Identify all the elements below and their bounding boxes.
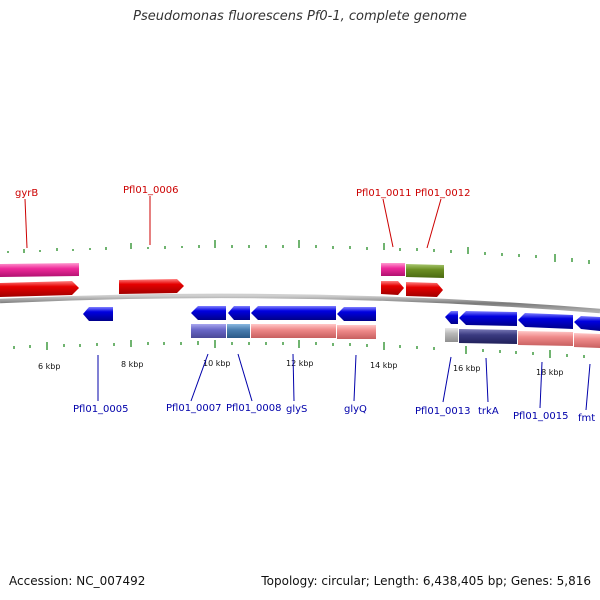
label-pfl01-0015[interactable]: Pfl01_0015 [513, 411, 569, 422]
gene-pfl01-0015[interactable] [518, 313, 573, 329]
label-glys[interactable]: glyS [286, 404, 307, 415]
leader-pfl01-0012 [426, 198, 442, 249]
gene-pfl01-0015-cog[interactable] [518, 331, 573, 346]
gene-pfl01-0012-cog[interactable] [406, 264, 444, 278]
genome-backbone [0, 293, 600, 314]
inner-tick-marks [13, 340, 585, 358]
scale-label-10kbp: 10 kbp [203, 359, 231, 368]
gene-pfl01-0007[interactable] [191, 306, 226, 320]
label-pfl01-0013[interactable]: Pfl01_0013 [415, 406, 471, 417]
gene-trka[interactable] [459, 311, 517, 326]
label-fmt[interactable]: fmt [578, 413, 595, 424]
outer-tick-marks [7, 240, 590, 264]
label-pfl01-0008[interactable]: Pfl01_0008 [226, 403, 282, 414]
gene-pfl01-0008-cog[interactable] [227, 324, 250, 338]
scale-label-18kbp: 18 kbp [536, 368, 564, 377]
scale-label-8kbp: 8 kbp [121, 360, 143, 369]
label-gyrb[interactable]: gyrB [15, 188, 38, 199]
label-pfl01-0012[interactable]: Pfl01_0012 [415, 188, 471, 199]
gene-glys[interactable] [251, 306, 336, 320]
gene-pfl01-0005[interactable] [83, 307, 113, 321]
label-pfl01-0005[interactable]: Pfl01_0005 [73, 404, 129, 415]
leader-trka [485, 357, 489, 403]
scale-label-16kbp: 16 kbp [453, 364, 481, 373]
label-pfl01-0011[interactable]: Pfl01_0011 [356, 188, 412, 199]
gene-pfl01-0006[interactable] [119, 279, 184, 294]
gene-pfl01-0012[interactable] [406, 282, 443, 297]
scale-label-6kbp: 6 kbp [38, 362, 60, 371]
page-title: Pseudomonas fluorescens Pf0-1, complete … [133, 9, 467, 24]
leader-gyrb [24, 198, 28, 249]
gene-trka-cog[interactable] [459, 329, 517, 344]
gene-pfl01-0011[interactable] [381, 281, 404, 295]
scale-label-14kbp: 14 kbp [370, 361, 398, 370]
label-pfl01-0007[interactable]: Pfl01_0007 [166, 403, 222, 414]
leader-pfl01-0008 [237, 353, 253, 402]
gene-pfl01-0013-cog[interactable] [445, 328, 458, 342]
leader-fmt [585, 363, 591, 411]
gene-pfl01-0013[interactable] [445, 311, 458, 324]
accession-text: Accession: NC_007492 [9, 574, 146, 588]
label-pfl01-0006[interactable]: Pfl01_0006 [123, 185, 179, 196]
leader-pfl01-0015 [539, 361, 543, 409]
gene-glyq-cog[interactable] [337, 325, 376, 339]
genome-summary-text: Topology: circular; Length: 6,438,405 bp… [261, 574, 591, 588]
gene-gyrb[interactable] [0, 281, 79, 297]
gene-glys-cog[interactable] [251, 324, 336, 338]
scale-label-12kbp: 12 kbp [286, 359, 314, 368]
leader-pfl01-0007 [190, 353, 209, 402]
leader-glys [292, 353, 295, 402]
label-trka[interactable]: trkA [478, 406, 499, 417]
gene-gyrb-cog[interactable] [0, 263, 79, 277]
gene-pfl01-0008[interactable] [228, 306, 250, 320]
leader-pfl01-0013 [442, 356, 452, 403]
gene-pfl01-0007-cog[interactable] [191, 324, 226, 338]
label-glyq[interactable]: glyQ [344, 404, 367, 415]
gene-glyq[interactable] [337, 307, 376, 321]
leader-pfl01-0011 [382, 198, 394, 248]
leader-glyq [353, 354, 357, 402]
gene-pfl01-0011-cog[interactable] [381, 263, 405, 276]
gene-fmt-cog[interactable] [574, 333, 600, 348]
gene-fmt[interactable] [574, 316, 600, 331]
